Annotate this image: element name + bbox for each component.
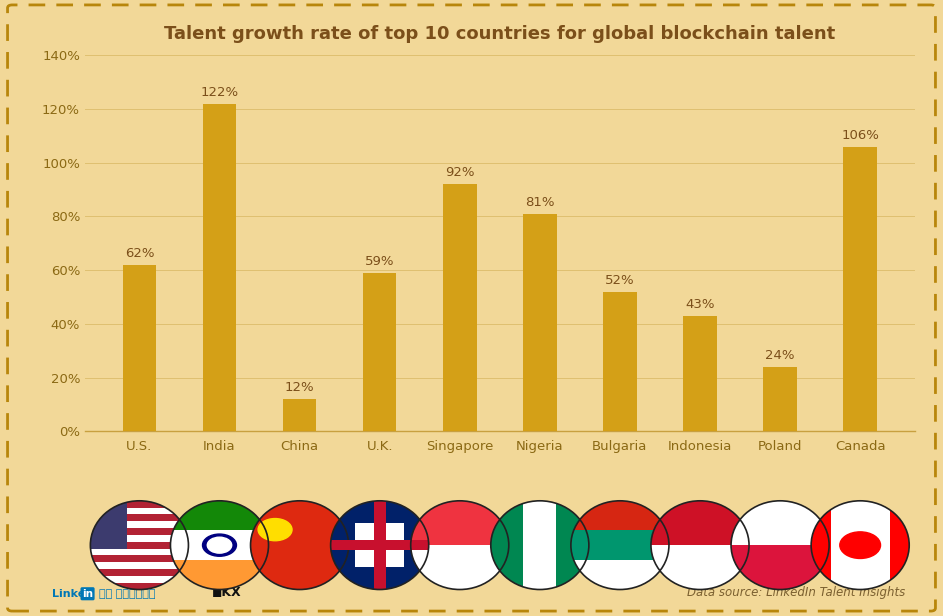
Bar: [843, 147, 877, 431]
Text: 12%: 12%: [285, 381, 314, 394]
FancyBboxPatch shape: [523, 501, 556, 590]
Text: 59%: 59%: [365, 255, 394, 268]
Bar: [443, 184, 476, 431]
FancyBboxPatch shape: [571, 530, 669, 560]
FancyBboxPatch shape: [571, 560, 669, 590]
Ellipse shape: [331, 501, 429, 590]
Ellipse shape: [251, 501, 349, 590]
FancyBboxPatch shape: [651, 501, 749, 545]
Text: Linked: Linked: [52, 589, 93, 599]
FancyBboxPatch shape: [91, 528, 189, 535]
FancyBboxPatch shape: [331, 540, 429, 551]
Text: 81%: 81%: [525, 196, 554, 209]
FancyBboxPatch shape: [811, 501, 909, 590]
Bar: [363, 273, 396, 431]
FancyBboxPatch shape: [91, 514, 189, 521]
Bar: [203, 103, 237, 431]
FancyBboxPatch shape: [356, 545, 380, 567]
FancyBboxPatch shape: [251, 501, 349, 590]
FancyBboxPatch shape: [571, 501, 669, 530]
FancyBboxPatch shape: [731, 545, 829, 590]
Ellipse shape: [731, 501, 829, 590]
Text: Data source: LinkedIn Talent Insights: Data source: LinkedIn Talent Insights: [687, 586, 905, 599]
Text: 领英 人才解决方案: 领英 人才解决方案: [99, 589, 156, 599]
FancyBboxPatch shape: [356, 523, 380, 545]
Text: 52%: 52%: [605, 274, 635, 287]
FancyBboxPatch shape: [889, 501, 909, 590]
FancyBboxPatch shape: [91, 562, 189, 569]
Circle shape: [203, 534, 237, 556]
Ellipse shape: [490, 501, 588, 590]
Bar: [763, 367, 797, 431]
FancyBboxPatch shape: [171, 501, 269, 530]
FancyBboxPatch shape: [91, 556, 189, 562]
FancyBboxPatch shape: [490, 501, 523, 590]
Ellipse shape: [651, 501, 749, 590]
Circle shape: [207, 537, 232, 553]
FancyBboxPatch shape: [411, 501, 509, 545]
Text: 43%: 43%: [686, 298, 715, 311]
Text: ◼KX: ◼KX: [212, 586, 241, 599]
FancyBboxPatch shape: [556, 501, 588, 590]
FancyBboxPatch shape: [811, 501, 831, 590]
FancyBboxPatch shape: [91, 576, 189, 583]
FancyBboxPatch shape: [411, 545, 509, 590]
FancyBboxPatch shape: [651, 545, 749, 590]
FancyBboxPatch shape: [731, 501, 829, 545]
Ellipse shape: [91, 501, 189, 590]
Ellipse shape: [571, 501, 669, 590]
FancyBboxPatch shape: [171, 530, 269, 560]
FancyBboxPatch shape: [91, 501, 127, 549]
Text: 62%: 62%: [124, 247, 154, 260]
FancyBboxPatch shape: [91, 521, 189, 528]
Circle shape: [258, 519, 292, 541]
FancyBboxPatch shape: [331, 501, 429, 590]
Text: 92%: 92%: [445, 166, 474, 179]
Text: 122%: 122%: [201, 86, 239, 99]
Text: 106%: 106%: [841, 129, 879, 142]
FancyBboxPatch shape: [373, 501, 386, 590]
FancyBboxPatch shape: [380, 545, 405, 567]
FancyBboxPatch shape: [91, 569, 189, 576]
Ellipse shape: [171, 501, 269, 590]
Text: in: in: [82, 589, 93, 599]
Ellipse shape: [811, 501, 909, 590]
Circle shape: [840, 532, 881, 559]
Bar: [604, 291, 637, 431]
FancyBboxPatch shape: [91, 501, 189, 508]
Text: 24%: 24%: [766, 349, 795, 362]
FancyBboxPatch shape: [171, 560, 269, 590]
FancyBboxPatch shape: [380, 523, 405, 545]
FancyBboxPatch shape: [91, 541, 189, 549]
Title: Talent growth rate of top 10 countries for global blockchain talent: Talent growth rate of top 10 countries f…: [164, 25, 835, 43]
Bar: [523, 214, 556, 431]
Bar: [123, 265, 157, 431]
FancyBboxPatch shape: [91, 535, 189, 541]
Bar: [283, 399, 317, 431]
FancyBboxPatch shape: [91, 508, 189, 514]
Bar: [683, 316, 717, 431]
Ellipse shape: [411, 501, 509, 590]
FancyBboxPatch shape: [91, 549, 189, 556]
FancyBboxPatch shape: [91, 583, 189, 590]
